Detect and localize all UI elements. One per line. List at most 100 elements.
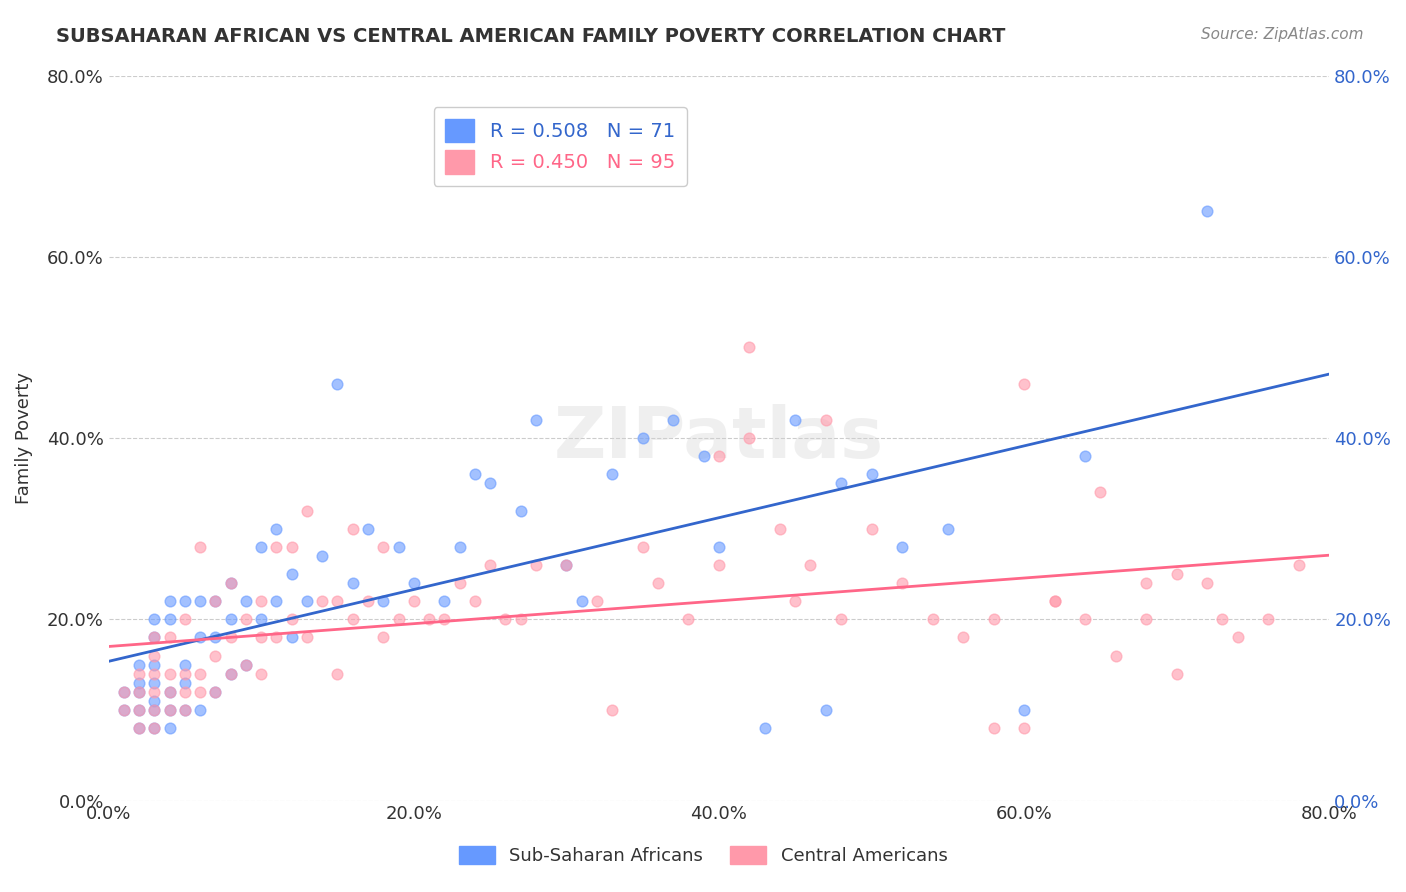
Point xyxy=(143,703,166,717)
Point xyxy=(449,576,471,591)
Point xyxy=(188,685,211,699)
Point xyxy=(1226,631,1249,645)
Point xyxy=(128,721,150,735)
Point xyxy=(449,540,471,554)
Point xyxy=(373,594,395,608)
Point xyxy=(280,631,302,645)
Point xyxy=(433,594,456,608)
Point xyxy=(159,703,181,717)
Point xyxy=(1211,612,1233,626)
Point xyxy=(860,467,883,482)
Point xyxy=(128,703,150,717)
Point xyxy=(159,666,181,681)
Point xyxy=(1166,666,1188,681)
Point xyxy=(143,631,166,645)
Point xyxy=(678,612,700,626)
Point xyxy=(509,612,531,626)
Point xyxy=(860,522,883,536)
Point xyxy=(1197,204,1219,219)
Point xyxy=(174,666,197,681)
Point xyxy=(188,540,211,554)
Point xyxy=(266,594,288,608)
Point xyxy=(266,631,288,645)
Point xyxy=(936,522,959,536)
Point xyxy=(631,540,654,554)
Point xyxy=(738,431,761,445)
Point xyxy=(204,685,226,699)
Point xyxy=(479,476,502,491)
Point xyxy=(159,594,181,608)
Point xyxy=(387,612,409,626)
Point xyxy=(219,666,242,681)
Point xyxy=(707,558,730,572)
Point xyxy=(250,666,273,681)
Point xyxy=(387,540,409,554)
Text: Source: ZipAtlas.com: Source: ZipAtlas.com xyxy=(1201,27,1364,42)
Point xyxy=(143,657,166,672)
Point xyxy=(983,612,1005,626)
Point xyxy=(433,612,456,626)
Point xyxy=(266,540,288,554)
Point xyxy=(112,685,135,699)
Point xyxy=(204,631,226,645)
Point xyxy=(1166,567,1188,582)
Point xyxy=(342,612,364,626)
Point xyxy=(219,612,242,626)
Point xyxy=(174,685,197,699)
Point xyxy=(524,413,547,427)
Point xyxy=(250,612,273,626)
Point xyxy=(112,703,135,717)
Point xyxy=(143,675,166,690)
Point xyxy=(373,540,395,554)
Point xyxy=(204,594,226,608)
Point xyxy=(785,594,807,608)
Point xyxy=(188,666,211,681)
Point xyxy=(143,721,166,735)
Point xyxy=(738,340,761,354)
Point xyxy=(159,612,181,626)
Point xyxy=(754,721,776,735)
Point xyxy=(280,612,302,626)
Point xyxy=(769,522,792,536)
Point xyxy=(402,576,425,591)
Point xyxy=(799,558,821,572)
Text: SUBSAHARAN AFRICAN VS CENTRAL AMERICAN FAMILY POVERTY CORRELATION CHART: SUBSAHARAN AFRICAN VS CENTRAL AMERICAN F… xyxy=(56,27,1005,45)
Point xyxy=(1043,594,1066,608)
Point xyxy=(188,703,211,717)
Point xyxy=(1012,721,1035,735)
Point xyxy=(494,612,516,626)
Legend: R = 0.508   N = 71, R = 0.450   N = 95: R = 0.508 N = 71, R = 0.450 N = 95 xyxy=(433,107,688,186)
Point xyxy=(785,413,807,427)
Point xyxy=(662,413,685,427)
Point xyxy=(159,631,181,645)
Point xyxy=(1074,612,1097,626)
Point xyxy=(464,467,486,482)
Point xyxy=(128,703,150,717)
Point xyxy=(280,540,302,554)
Point xyxy=(112,703,135,717)
Y-axis label: Family Poverty: Family Poverty xyxy=(15,372,32,504)
Point xyxy=(159,685,181,699)
Point xyxy=(952,631,974,645)
Point xyxy=(830,612,852,626)
Point xyxy=(1197,576,1219,591)
Point xyxy=(402,594,425,608)
Point xyxy=(891,576,914,591)
Point xyxy=(295,594,318,608)
Point xyxy=(814,413,837,427)
Point xyxy=(1257,612,1279,626)
Point xyxy=(219,666,242,681)
Point xyxy=(250,631,273,645)
Point xyxy=(921,612,943,626)
Point xyxy=(188,631,211,645)
Point xyxy=(326,594,349,608)
Point xyxy=(174,703,197,717)
Point xyxy=(174,657,197,672)
Point xyxy=(983,721,1005,735)
Point xyxy=(128,685,150,699)
Point xyxy=(174,703,197,717)
Point xyxy=(1135,612,1157,626)
Point xyxy=(280,567,302,582)
Point xyxy=(235,657,257,672)
Point xyxy=(235,612,257,626)
